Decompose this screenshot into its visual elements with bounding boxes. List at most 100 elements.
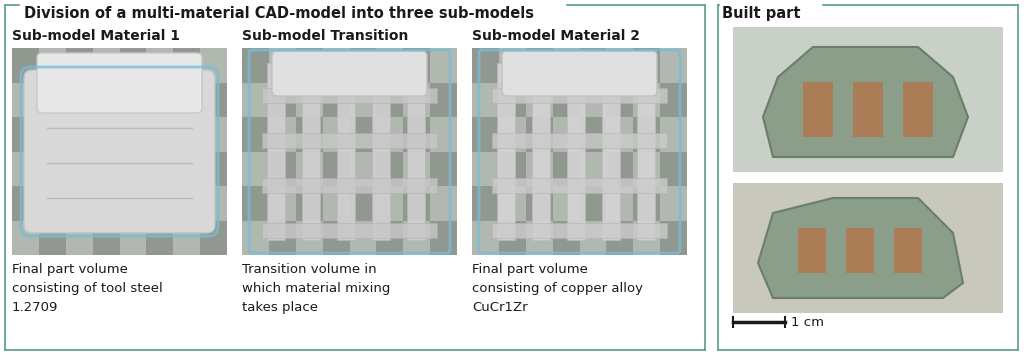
Bar: [492, 178, 667, 193]
Bar: [349, 48, 377, 83]
Bar: [660, 152, 687, 186]
Bar: [12, 186, 39, 220]
Text: Final part volume
consisting of copper alloy
CuCr1Zr: Final part volume consisting of copper a…: [472, 263, 643, 314]
Bar: [407, 63, 425, 240]
Bar: [472, 186, 499, 220]
Bar: [525, 117, 553, 152]
Bar: [472, 117, 499, 152]
Polygon shape: [763, 47, 968, 157]
Bar: [66, 117, 92, 152]
Bar: [120, 186, 146, 220]
Bar: [377, 117, 403, 152]
Bar: [349, 152, 377, 186]
Bar: [92, 186, 120, 220]
Bar: [403, 220, 430, 255]
Bar: [146, 117, 173, 152]
Bar: [525, 83, 553, 117]
Bar: [349, 117, 377, 152]
Bar: [269, 152, 296, 186]
Bar: [377, 83, 403, 117]
Bar: [637, 63, 655, 240]
Bar: [660, 220, 687, 255]
Bar: [262, 88, 437, 103]
Bar: [146, 220, 173, 255]
Bar: [430, 117, 457, 152]
Bar: [242, 117, 269, 152]
Bar: [242, 152, 269, 186]
Bar: [660, 83, 687, 117]
FancyBboxPatch shape: [272, 51, 427, 96]
Bar: [798, 228, 826, 273]
Text: Sub-model Material 1: Sub-model Material 1: [12, 29, 180, 43]
Bar: [403, 186, 430, 220]
Bar: [733, 183, 1002, 313]
Bar: [377, 186, 403, 220]
Bar: [120, 83, 146, 117]
Bar: [39, 220, 66, 255]
Bar: [120, 117, 146, 152]
Bar: [499, 220, 525, 255]
Bar: [323, 152, 349, 186]
Bar: [660, 117, 687, 152]
Bar: [492, 88, 667, 103]
Bar: [606, 83, 633, 117]
Bar: [492, 223, 667, 238]
Text: Division of a multi-material CAD-model into three sub-models: Division of a multi-material CAD-model i…: [24, 6, 534, 21]
Bar: [39, 48, 66, 83]
Bar: [262, 178, 437, 193]
Bar: [39, 186, 66, 220]
Bar: [430, 152, 457, 186]
Bar: [525, 152, 553, 186]
Bar: [146, 186, 173, 220]
Bar: [532, 63, 550, 240]
Bar: [200, 117, 227, 152]
Bar: [633, 220, 660, 255]
Bar: [372, 63, 390, 240]
Bar: [242, 186, 269, 220]
Bar: [567, 63, 585, 240]
Bar: [377, 48, 403, 83]
FancyBboxPatch shape: [502, 51, 657, 96]
Bar: [173, 220, 200, 255]
Bar: [269, 48, 296, 83]
Text: Built part: Built part: [722, 6, 801, 21]
Bar: [173, 83, 200, 117]
Bar: [497, 63, 515, 240]
Bar: [173, 117, 200, 152]
Text: Final part volume
consisting of tool steel
1.2709: Final part volume consisting of tool ste…: [12, 263, 163, 314]
Bar: [349, 220, 377, 255]
Bar: [499, 117, 525, 152]
Bar: [296, 117, 323, 152]
Bar: [173, 152, 200, 186]
Bar: [633, 186, 660, 220]
Bar: [66, 220, 92, 255]
Bar: [120, 220, 146, 255]
Bar: [296, 152, 323, 186]
Bar: [262, 133, 437, 148]
Bar: [853, 82, 883, 137]
Bar: [12, 220, 39, 255]
Bar: [580, 186, 606, 220]
Bar: [269, 83, 296, 117]
Bar: [377, 152, 403, 186]
Bar: [66, 83, 92, 117]
Bar: [525, 186, 553, 220]
Bar: [525, 220, 553, 255]
Text: Sub-model Transition: Sub-model Transition: [242, 29, 409, 43]
Bar: [606, 220, 633, 255]
Bar: [200, 186, 227, 220]
Bar: [323, 117, 349, 152]
Bar: [323, 48, 349, 83]
Bar: [472, 83, 499, 117]
Bar: [430, 48, 457, 83]
Bar: [430, 186, 457, 220]
Bar: [903, 82, 933, 137]
Bar: [660, 186, 687, 220]
Bar: [12, 152, 39, 186]
Bar: [580, 152, 606, 186]
Bar: [173, 186, 200, 220]
Bar: [92, 220, 120, 255]
Bar: [146, 152, 173, 186]
Bar: [553, 117, 580, 152]
Bar: [200, 48, 227, 83]
